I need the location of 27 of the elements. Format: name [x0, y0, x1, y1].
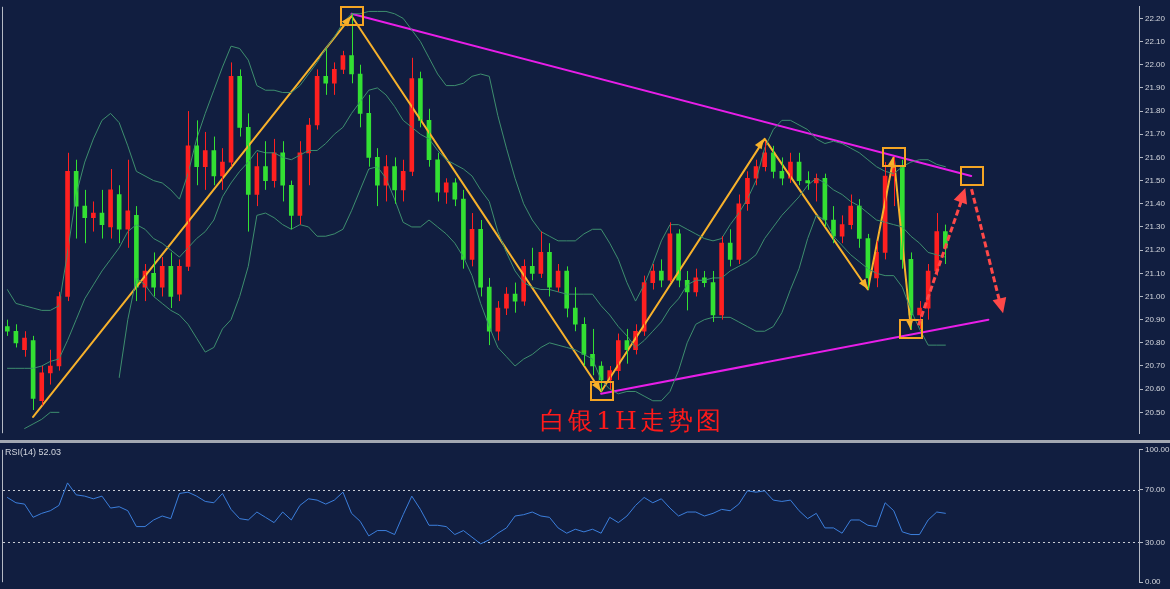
y-tick-label: 20.50 [1145, 407, 1166, 417]
y-tick-label: 22.10 [1145, 36, 1166, 46]
candlestick [4, 319, 10, 337]
y-tick-label: 21.10 [1145, 268, 1166, 278]
y-tick-label: 22.20 [1145, 13, 1166, 23]
y-tick-label: 21.00 [1145, 291, 1166, 301]
y-tick-label: 21.90 [1145, 83, 1166, 93]
y-tick-label: 100.00 [1145, 445, 1170, 454]
y-tick-label: 21.70 [1145, 129, 1166, 139]
y-tick-label: 21.30 [1145, 222, 1166, 232]
y-tick-label: 70.00 [1145, 484, 1166, 494]
y-tick-label: 21.50 [1145, 175, 1166, 185]
y-tick-label: 20.80 [1145, 338, 1166, 348]
candlestick [323, 48, 329, 96]
y-tick-label: 21.20 [1145, 245, 1166, 255]
y-tick-label: 21.40 [1145, 198, 1166, 208]
y-tick-label: 21.60 [1145, 152, 1166, 162]
y-tick-label: 0.00 [1145, 577, 1162, 587]
text: 白银1H走势图 [540, 406, 724, 435]
y-tick-label: 20.60 [1145, 384, 1166, 394]
y-tick-label: 30.00 [1145, 537, 1166, 547]
chart-title: RSI(14) 52.03 [5, 447, 62, 457]
y-tick-label: 20.70 [1145, 361, 1166, 371]
candlestick [529, 247, 535, 281]
y-tick-label: 21.80 [1145, 106, 1166, 116]
y-tick-label: 20.90 [1145, 314, 1166, 324]
y-tick-label: 22.00 [1145, 59, 1166, 69]
